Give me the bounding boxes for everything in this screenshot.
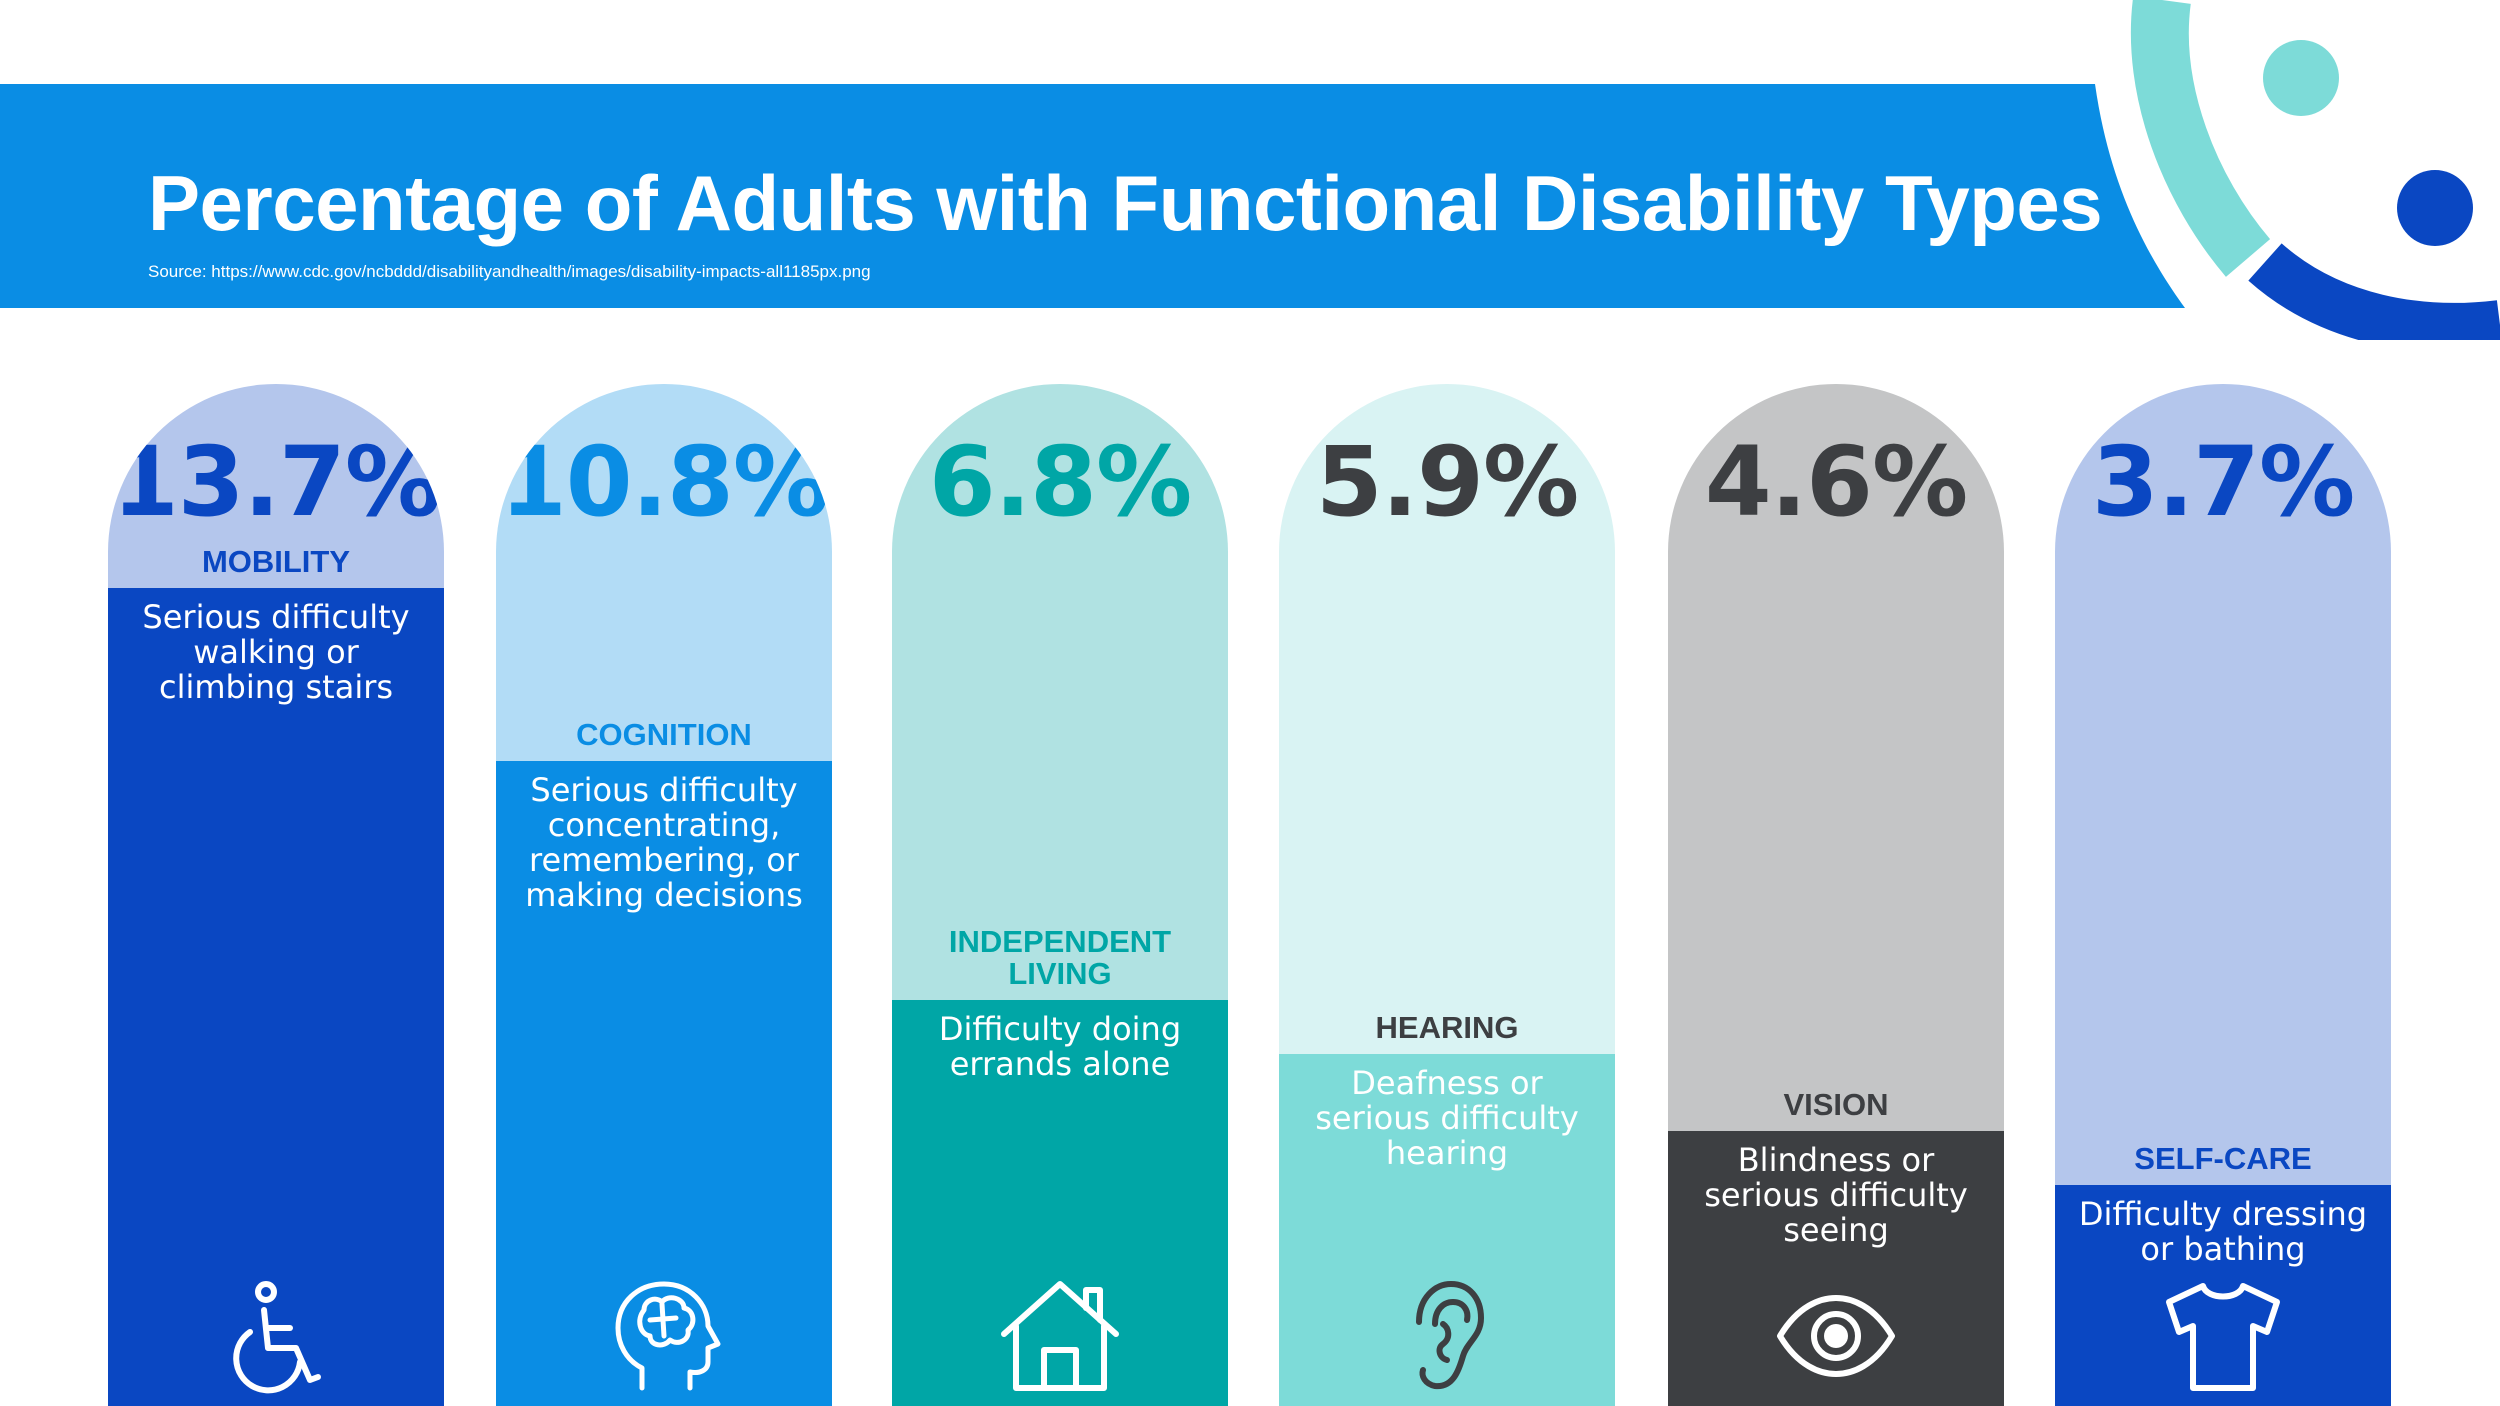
- decor-teal-dot: [2263, 40, 2339, 116]
- description-text: Serious difficulty walking or climbing s…: [142, 598, 410, 706]
- value-label: 6.8%: [928, 426, 1192, 538]
- category-label: VISION: [1783, 1087, 1889, 1122]
- description-text: Deafness or serious difficulty hearing: [1315, 1064, 1579, 1172]
- ear-icon: [1416, 1281, 1484, 1390]
- decor-teal-arc: [2130, 0, 2271, 277]
- brain-icon: [615, 1281, 721, 1391]
- page-title: Percentage of Adults with Functional Dis…: [148, 159, 2103, 247]
- wheelchair-icon: [233, 1281, 321, 1394]
- value-label: 5.9%: [1315, 426, 1579, 538]
- category-label: INDEPENDENT LIVING: [948, 924, 1172, 991]
- category-label: MOBILITY: [201, 544, 351, 579]
- category-label: COGNITION: [576, 717, 752, 752]
- bar-fill: [892, 1000, 1228, 1406]
- decor-blue-arc: [2248, 242, 2500, 340]
- source-note: Source: https://www.cdc.gov/ncbddd/disab…: [148, 262, 871, 281]
- shirt-icon: [2166, 1283, 2280, 1391]
- bar-hearing: 5.9% HEARING Deafness or serious difficu…: [1279, 384, 1615, 1406]
- value-label: 13.7%: [111, 426, 441, 538]
- value-label: 4.6%: [1704, 426, 1968, 538]
- description-text: Difficulty dressing or bathing: [2078, 1195, 2368, 1268]
- bar-independent-living: 6.8% INDEPENDENT LIVING Difficulty doing…: [892, 384, 1228, 1406]
- description-text: Serious difficulty concentrating, rememb…: [525, 771, 803, 914]
- value-label: 3.7%: [2091, 426, 2355, 538]
- description-text: Blindness or serious difficulty seeing: [1704, 1141, 1968, 1249]
- bar-fill: [108, 588, 444, 1406]
- bar-vision: 4.6% VISION Blindness or serious difficu…: [1668, 384, 2004, 1406]
- bar-cognition: 10.8% COGNITION Serious difficulty conce…: [496, 384, 832, 1406]
- category-label: SELF-CARE: [2134, 1141, 2312, 1176]
- eye-icon: [1777, 1295, 1895, 1377]
- bar-self-care: 3.7% SELF-CARE Difficulty dressing or ba…: [2055, 384, 2391, 1406]
- bar-mobility: 13.7% MOBILITY Serious difficulty walkin…: [108, 384, 444, 1406]
- decor-blue-dot: [2397, 170, 2473, 246]
- bar-fill: [1279, 1054, 1615, 1406]
- house-icon: [1001, 1281, 1119, 1391]
- category-label: HEARING: [1375, 1010, 1519, 1045]
- description-text: Difficulty doing errands alone: [938, 1010, 1182, 1083]
- header-banner: [0, 0, 2500, 340]
- value-label: 10.8%: [499, 426, 829, 538]
- banner-shape: [0, 84, 2185, 308]
